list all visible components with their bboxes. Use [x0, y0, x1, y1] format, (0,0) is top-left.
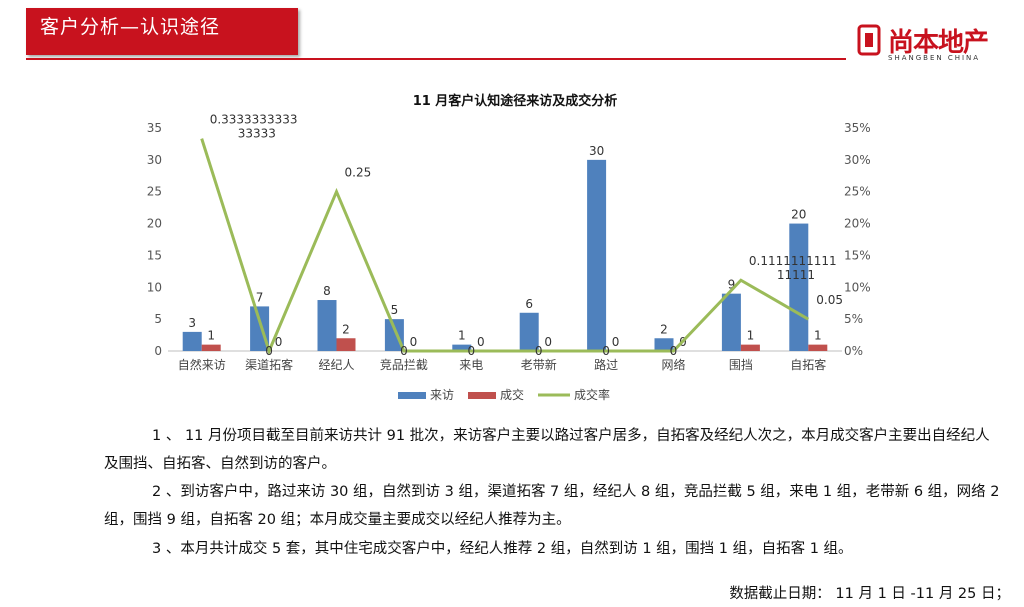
y-right-tick-label: 35% — [844, 121, 871, 135]
rate-data-label: 0.1111111111 11111 — [749, 254, 837, 282]
rate-data-label: 0 — [467, 344, 475, 358]
bar-deals — [808, 344, 828, 351]
bar-data-label: 1 — [458, 329, 466, 343]
bar-visits — [519, 312, 539, 351]
rate-data-label: 0.25 — [345, 166, 372, 180]
y-right-tick-label: 10% — [844, 280, 871, 294]
y-right-tick-label: 5% — [844, 312, 863, 326]
bar-data-label: 3 — [188, 316, 196, 330]
rate-data-label: 0 — [265, 344, 273, 358]
analysis-paragraph-1: 1 、 11 月份项目截至目前来访共计 91 批次，来访客户主要以路过客户居多，… — [104, 428, 990, 472]
brand-seal-icon — [857, 24, 881, 56]
data-cutoff-date: 数据截止日期： 11 月 1 日 -11 月 25 日； — [729, 586, 1010, 602]
bar-data-label: 0 — [544, 335, 552, 349]
bar-data-label: 1 — [207, 329, 215, 343]
bar-data-label: 20 — [791, 208, 806, 222]
page-title: 客户分析—认识途径 — [40, 16, 221, 38]
bar-deals — [201, 344, 221, 351]
rate-data-label: 0 — [535, 344, 543, 358]
x-tick-label: 围挡 — [729, 358, 753, 372]
x-tick-label: 网络 — [661, 357, 685, 372]
bar-data-label: 30 — [589, 144, 604, 158]
y-left-tick-label: 5 — [154, 312, 162, 326]
bar-visits — [587, 159, 607, 351]
rate-data-label: 0.05 — [816, 293, 843, 307]
chart-title: 11 月客户认知途径来访及成交分析 — [413, 93, 618, 109]
legend-label: 来访 — [430, 388, 454, 402]
brand-subtitle: SHANGBEN CHINA — [888, 54, 981, 62]
x-tick-label: 渠道拓客 — [245, 357, 293, 372]
header-banner — [26, 8, 298, 55]
brand-logo: 尚本地产 SHANGBEN CHINA — [856, 22, 1006, 66]
rate-data-label: 0.3333333333 33333 — [210, 113, 298, 141]
bar-data-label: 2 — [660, 322, 668, 336]
bar-data-label: 9 — [728, 278, 736, 292]
rate-line — [200, 138, 810, 356]
x-tick-label: 老带新 — [521, 357, 557, 372]
bar-visits — [721, 293, 741, 351]
y-right-tick-label: 20% — [844, 217, 871, 231]
bar-data-label: 7 — [256, 290, 264, 304]
legend-label: 成交率 — [574, 387, 610, 402]
bar-data-label: 0 — [410, 335, 418, 349]
x-tick-label: 路过 — [594, 357, 618, 372]
bar-visits — [317, 300, 337, 351]
y-right-tick-label: 15% — [844, 248, 871, 262]
visit-deal-chart: 11 月客户认知途径来访及成交分析051015202530350%5%10%15… — [147, 93, 871, 402]
analysis-paragraph-3: 3 、本月共计成交 5 套，其中住宅成交客户中，经纪人推荐 2 组，自然到访 1… — [152, 541, 853, 557]
rate-data-label: 0 — [602, 344, 610, 358]
legend-swatch-deals — [468, 392, 496, 399]
bar-deals — [740, 344, 760, 351]
bar-data-label: 1 — [814, 329, 822, 343]
y-right-tick-label: 30% — [844, 153, 871, 167]
y-left-tick-label: 35 — [147, 121, 162, 135]
rate-data-label: 0 — [670, 344, 678, 358]
header-divider — [26, 58, 846, 60]
y-right-tick-label: 25% — [844, 185, 871, 199]
y-right-tick-label: 0% — [844, 344, 863, 358]
x-tick-label: 自然来访 — [178, 357, 226, 372]
y-left-tick-label: 0 — [154, 344, 162, 358]
bar-data-label: 0 — [477, 335, 485, 349]
rate-data-label: 0 — [400, 344, 408, 358]
y-left-tick-label: 15 — [147, 248, 162, 262]
bar-data-label: 0 — [612, 335, 620, 349]
y-left-tick-label: 20 — [147, 217, 162, 231]
bar-visits — [654, 338, 674, 351]
bar-data-label: 0 — [275, 335, 283, 349]
bar-visits — [452, 344, 472, 351]
bar-data-label: 6 — [525, 297, 533, 311]
bar-deals — [336, 338, 356, 351]
x-tick-label: 经纪人 — [318, 358, 354, 372]
legend-swatch-visits — [398, 392, 426, 399]
bar-data-label: 8 — [323, 284, 331, 298]
bar-data-label: 2 — [342, 322, 350, 336]
bar-visits — [182, 331, 202, 351]
brand-name: 尚本地产 — [888, 28, 989, 58]
y-left-tick-label: 30 — [147, 153, 162, 167]
x-tick-label: 竞品拦截 — [380, 358, 428, 372]
y-left-tick-label: 25 — [147, 185, 162, 199]
bar-data-label: 5 — [391, 303, 399, 317]
bar-data-label: 1 — [747, 329, 755, 343]
analysis-paragraph-2: 2 、到访客户中，路过来访 30 组，自然到访 3 组，渠道拓客 7 组，经纪人… — [104, 484, 1000, 528]
legend-label: 成交 — [500, 387, 524, 402]
bar-visits — [789, 223, 809, 351]
y-left-tick-label: 10 — [147, 280, 162, 294]
x-tick-label: 来电 — [459, 358, 483, 372]
x-tick-label: 自拓客 — [790, 357, 826, 372]
